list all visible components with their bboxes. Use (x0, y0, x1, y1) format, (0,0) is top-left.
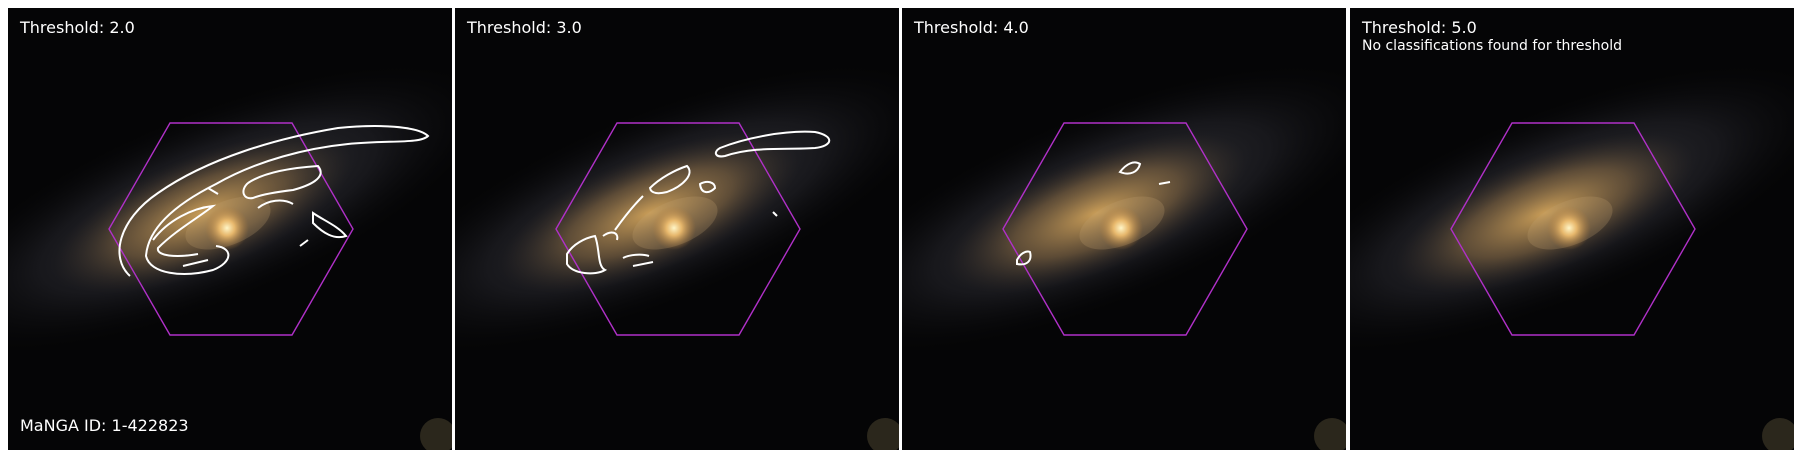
panel-threshold-4: Threshold: 4.0 (902, 8, 1346, 450)
panel-threshold-5: Threshold: 5.0 No classifications found … (1350, 8, 1794, 450)
threshold-label: Threshold: 2.0 (20, 18, 135, 37)
threshold-label: Threshold: 3.0 (467, 18, 582, 37)
galaxy-image (902, 8, 1346, 450)
ifu-hexagon (108, 122, 354, 336)
galaxy-image (8, 8, 452, 450)
threshold-label: Threshold: 5.0 (1362, 18, 1477, 37)
ifu-hexagon (1002, 122, 1248, 336)
ifu-hexagon (1450, 122, 1696, 336)
panel-threshold-2: Threshold: 2.0 MaNGA ID: 1-422823 (8, 8, 452, 450)
contour-lines (1016, 161, 1171, 266)
contour-lines (118, 125, 430, 277)
galaxy-image (455, 8, 899, 450)
galaxy-image (1350, 8, 1794, 450)
contour-lines (566, 130, 831, 275)
no-classifications-note: No classifications found for threshold (1362, 38, 1622, 54)
threshold-label: Threshold: 4.0 (914, 18, 1029, 37)
panel-threshold-3: Threshold: 3.0 (455, 8, 899, 450)
ifu-hexagon (555, 122, 801, 336)
manga-id-label: MaNGA ID: 1-422823 (20, 416, 189, 435)
